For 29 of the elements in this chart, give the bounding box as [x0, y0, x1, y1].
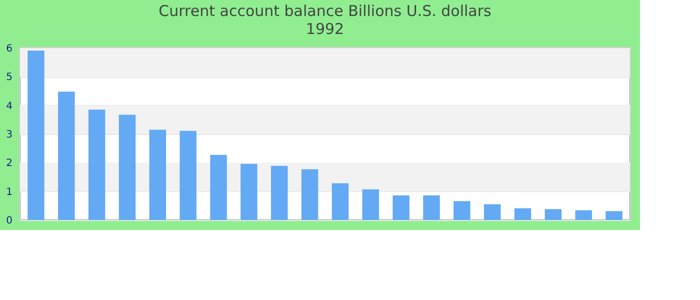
bar: [575, 210, 592, 220]
bar: [149, 130, 166, 220]
bar: [301, 169, 318, 220]
bar: [118, 114, 136, 220]
y-tick-label: 0: [6, 216, 12, 226]
y-tick-label: 1: [6, 186, 12, 198]
y-tick-label: 2: [6, 158, 12, 170]
bar: [58, 92, 75, 220]
bar: [362, 189, 379, 220]
bar: [180, 130, 196, 220]
bar: [240, 164, 258, 220]
bar: [271, 166, 288, 220]
bar: [606, 211, 622, 220]
bar: [28, 50, 44, 220]
chart-title: Current account balance Billions U.S. dollars: [158, 2, 492, 20]
y-tick-label: 5: [6, 72, 12, 84]
bar: [88, 110, 106, 220]
y-tick-label: 3: [6, 130, 12, 140]
chart-subtitle: 1992: [306, 20, 344, 38]
bar: [484, 204, 501, 220]
bar: [210, 154, 227, 220]
bar: [544, 209, 562, 220]
bar: [332, 183, 349, 220]
bar: [454, 201, 470, 220]
y-tick-label: 6: [6, 44, 12, 54]
bar: [514, 208, 532, 220]
y-tick-label: 4: [6, 100, 12, 112]
bar: [392, 195, 410, 220]
bar: [423, 195, 440, 220]
